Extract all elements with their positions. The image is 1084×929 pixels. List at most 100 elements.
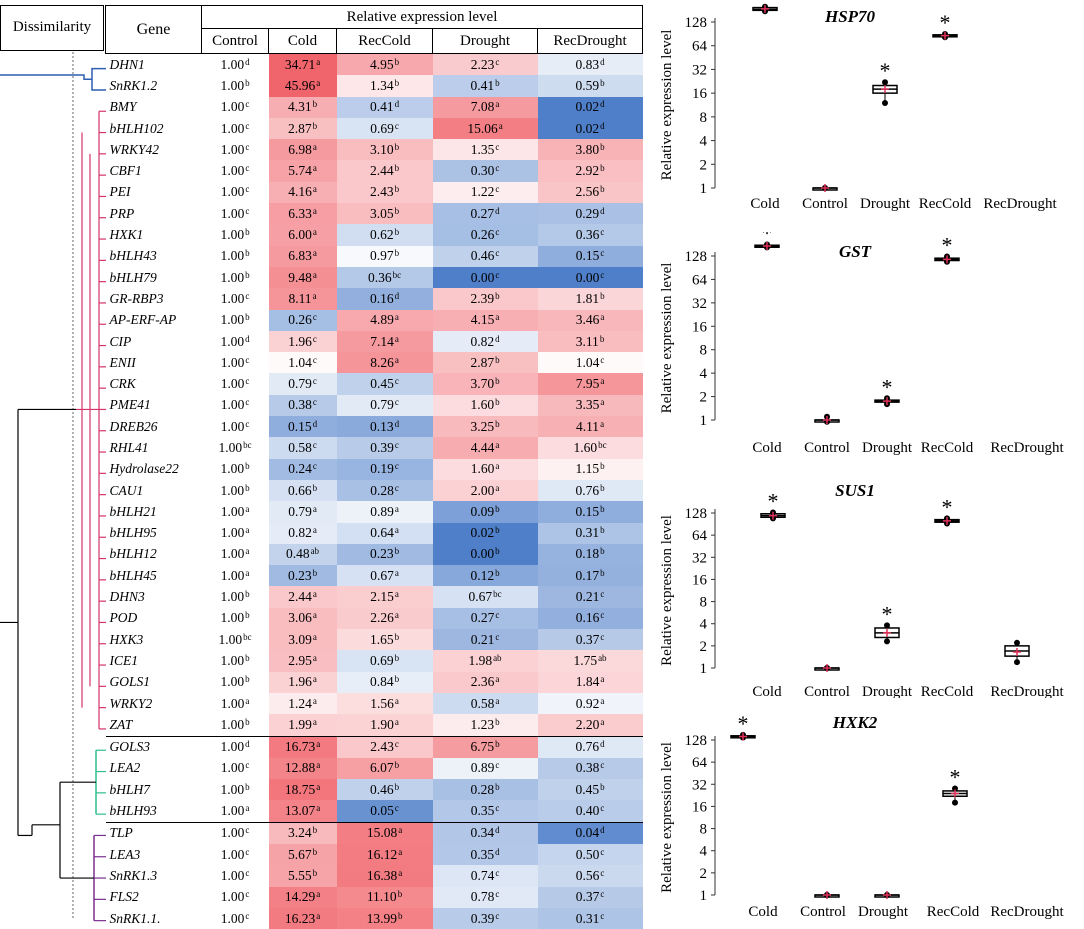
significance-letter: a [316, 803, 321, 814]
heatmap-cell: 0.64a [336, 522, 433, 544]
cell-value: 1.00 [220, 120, 245, 136]
significance-letter: b [245, 652, 250, 663]
significance-letter: c [312, 312, 317, 323]
cell-value: 3.35 [575, 397, 600, 413]
y-axis-label: Relative expression level [659, 263, 675, 414]
heatmap-cell: 1.00c [201, 757, 269, 780]
heatmap-cell: 2.87b [432, 352, 538, 374]
heatmap-cell: 7.08a [432, 96, 538, 118]
heatmap-row: ENII 1.00c 1.04c 8.26a 2.87b 1.04c [106, 352, 643, 374]
heatmap-cell: 3.70b [432, 373, 538, 395]
heatmap-cell: 1.00d [201, 330, 269, 353]
significance-letter: ab [310, 546, 320, 557]
significance-letter: a [394, 716, 399, 727]
heatmap-row: bHLH79 1.00b 9.48a 0.36bc 0.00c 0.00c [106, 266, 643, 289]
cell-value: 0.59 [575, 77, 600, 93]
significance-letter: b [600, 567, 605, 578]
gene-name: bHLH45 [109, 567, 157, 583]
y-tick-label: 16 [692, 572, 708, 588]
significance-letter: bc [598, 439, 607, 450]
heatmap-cell: 0.67bc [432, 586, 538, 608]
y-tick-label: 8 [700, 110, 708, 126]
heatmap-cell: 4.15a [432, 309, 538, 331]
heatmap-cell: 3.25b [432, 416, 538, 438]
cell-value: 0.97 [369, 248, 394, 264]
heatmap-cell: 1.00c [201, 160, 269, 182]
mean-marker [881, 85, 889, 94]
cell-value: 3.11 [575, 333, 599, 349]
gene-name: SnRK1.1. [109, 910, 161, 926]
heatmap-row: GOLS3 1.00d 16.73a 2.43c 6.75b 0.76d [105, 735, 643, 758]
significance-letter: a [495, 482, 500, 493]
cell-value: 34.71 [284, 56, 316, 72]
cell-value: 0.35 [470, 803, 495, 819]
cell-value: 0.69 [370, 120, 394, 136]
significance-letter: d [495, 825, 500, 836]
cell-value: 0.39 [470, 910, 495, 926]
significance-letter: b [245, 610, 250, 621]
significance-letter: b [394, 205, 400, 216]
significance-letter: c [312, 439, 317, 450]
heatmap-cell: 1.96a [268, 671, 337, 693]
heatmap-cell: 0.23b [336, 543, 433, 566]
cell-value: 16.73 [284, 739, 316, 755]
plot-title: GST [839, 242, 872, 261]
heatmap-cell: 0.37c [537, 629, 643, 651]
significance-star: * [762, 232, 773, 245]
heatmap-cell: 0.02d [537, 96, 643, 118]
heatmap-cell: 6.98a [268, 139, 337, 161]
significance-star: * [880, 58, 891, 83]
significance-letter: b [495, 397, 500, 408]
y-tick-label: 64 [692, 528, 708, 544]
cell-value: 0.00 [470, 269, 495, 285]
significance-letter: c [245, 867, 250, 878]
heatmap-cell: 1.00c [201, 865, 269, 887]
heatmap-cell: 0.28c [336, 479, 433, 502]
gene-name: HXK1 [109, 227, 144, 243]
cell-value: 0.16 [369, 290, 394, 306]
significance-letter: b [312, 867, 318, 878]
heatmap-cell: 0.17b [537, 565, 643, 587]
cell-value: 0.41 [369, 99, 394, 115]
significance-letter: d [394, 99, 400, 110]
significance-star: * [942, 494, 953, 519]
significance-letter: c [600, 910, 605, 921]
y-tick-label: 4 [700, 134, 708, 150]
heatmap-cell: 0.38c [268, 394, 337, 417]
heatmap-cell: 1.75ab [537, 650, 643, 672]
significance-letter: b [245, 227, 250, 238]
cell-value: 1.00 [220, 56, 245, 72]
significance-letter: c [312, 461, 317, 472]
x-category-label: Drought [860, 196, 911, 212]
cell-value: 1.00 [220, 910, 245, 926]
cell-value: 0.23 [369, 546, 394, 562]
min-point [952, 799, 958, 806]
significance-letter: d [600, 120, 605, 131]
significance-letter: c [495, 610, 500, 621]
heatmap-cell: 1.98ab [432, 650, 538, 672]
cell-value: 0.26 [470, 227, 495, 243]
heatmap-cell: 1.00c [201, 203, 269, 225]
cell-value: 13.07 [284, 803, 316, 819]
cell-value: 1.22 [470, 184, 495, 200]
heatmap-cell: 4.95b [336, 53, 433, 76]
heatmap-cell: 0.76d [537, 735, 643, 758]
heatmap-cell: 1.24a [268, 692, 337, 715]
heatmap-cell: 0.15c [537, 245, 643, 267]
cell-value: 0.15 [575, 503, 600, 519]
cell-value: 1.00 [220, 867, 245, 883]
heatmap-cell: 0.26c [432, 224, 538, 246]
heatmap-cell: 0.37c [537, 886, 643, 908]
significance-letter: c [600, 889, 605, 900]
significance-letter: b [600, 163, 605, 174]
box-cold: * [754, 232, 780, 251]
y-tick-label: 8 [700, 822, 708, 838]
cell-value: 2.36 [470, 674, 495, 690]
heatmap-cell: 0.62b [336, 224, 433, 246]
significance-letter: c [394, 376, 399, 387]
cell-value: 0.28 [370, 482, 394, 498]
heatmap-cell: 1.04c [268, 352, 337, 374]
significance-letter: a [394, 567, 399, 578]
heatmap-cell: 4.44a [432, 437, 538, 459]
x-category-label: Cold [748, 904, 778, 920]
